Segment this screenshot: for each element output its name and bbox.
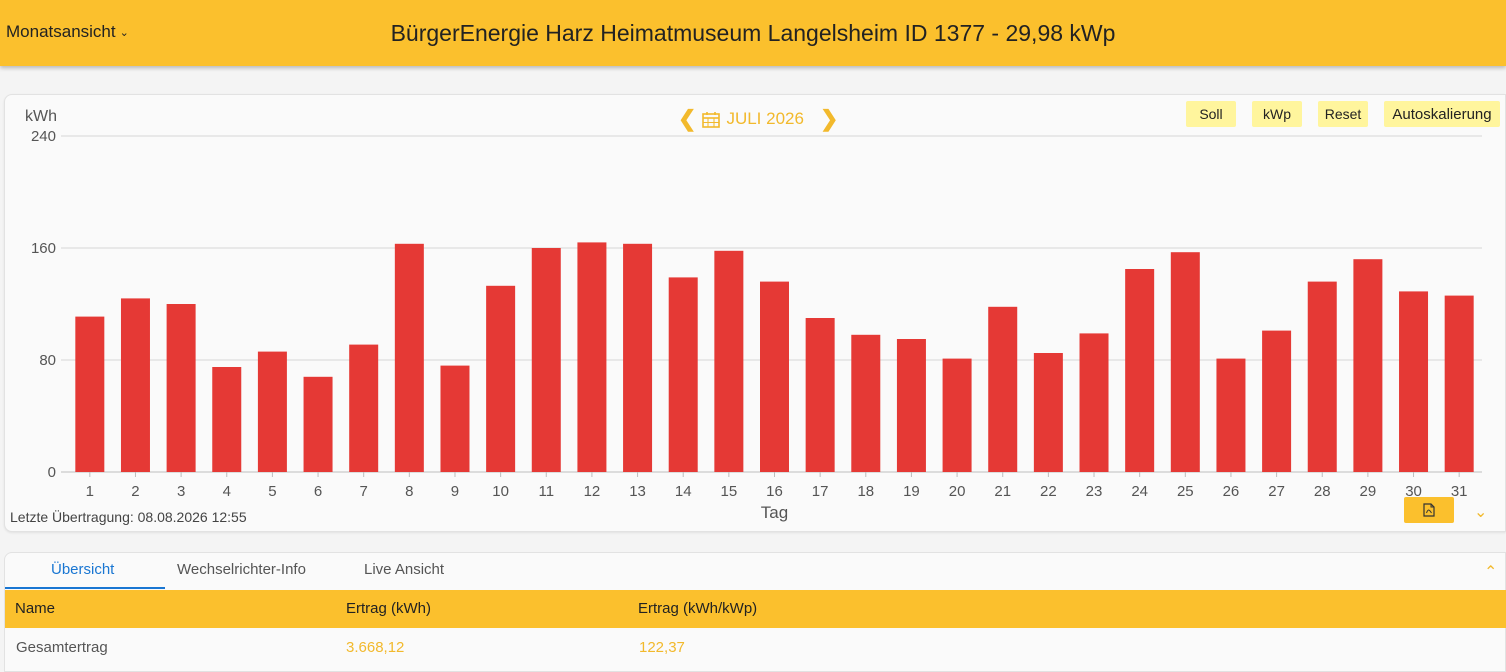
prev-month-icon[interactable]: ❮ bbox=[678, 106, 697, 131]
page-title: BürgerEnergie Harz Heimatmuseum Langelsh… bbox=[390, 20, 1116, 46]
table-cell-yield-kwh-kwp: 122,37 bbox=[639, 639, 685, 656]
table-header-row bbox=[5, 590, 1506, 628]
chevron-up-icon[interactable]: ⌃ bbox=[1484, 564, 1498, 581]
pdf-export-icon bbox=[1423, 503, 1435, 517]
kwp-button[interactable]: kWp bbox=[1252, 101, 1302, 127]
tab-live-ansicht[interactable]: Live Ansicht bbox=[364, 561, 445, 578]
header-bar: Monatsansicht ⌄ BürgerEnergie Harz Heima… bbox=[0, 0, 1506, 66]
month-label[interactable]: JULI 2026 bbox=[726, 109, 804, 128]
tab-uebersicht[interactable]: Übersicht bbox=[51, 561, 115, 578]
view-mode-label: Monatsansicht bbox=[6, 22, 116, 41]
month-navigator: ❮ JULI 2026 ❯ bbox=[678, 108, 838, 130]
column-header-yield-kwh-kwp: Ertrag (kWh/kWp) bbox=[638, 600, 758, 617]
reset-button[interactable]: Reset bbox=[1318, 101, 1368, 127]
chevron-down-icon[interactable]: ⌄ bbox=[1474, 504, 1488, 521]
soll-button[interactable]: Soll bbox=[1186, 101, 1236, 127]
view-mode-dropdown[interactable]: Monatsansicht ⌄ bbox=[6, 22, 129, 42]
chart-card bbox=[4, 94, 1506, 532]
y-axis-label: kWh bbox=[25, 108, 57, 125]
table-cell-name: Gesamtertrag bbox=[16, 639, 108, 656]
calendar-icon bbox=[702, 111, 721, 128]
table-cell-yield-kwh: 3.668,12 bbox=[346, 639, 405, 656]
last-transfer-text: Letzte Übertragung: 08.08.2026 12:55 bbox=[10, 509, 247, 525]
tab-wechselrichter-info[interactable]: Wechselrichter-Info bbox=[177, 561, 306, 578]
pdf-export-button[interactable] bbox=[1404, 497, 1454, 523]
next-month-icon[interactable]: ❯ bbox=[819, 106, 839, 131]
column-header-name: Name bbox=[15, 600, 56, 617]
active-tab-indicator bbox=[5, 587, 165, 589]
column-header-yield-kwh: Ertrag (kWh) bbox=[346, 600, 432, 617]
autoscale-button[interactable]: Autoskalierung bbox=[1384, 101, 1500, 127]
chevron-down-icon: ⌄ bbox=[119, 26, 129, 39]
